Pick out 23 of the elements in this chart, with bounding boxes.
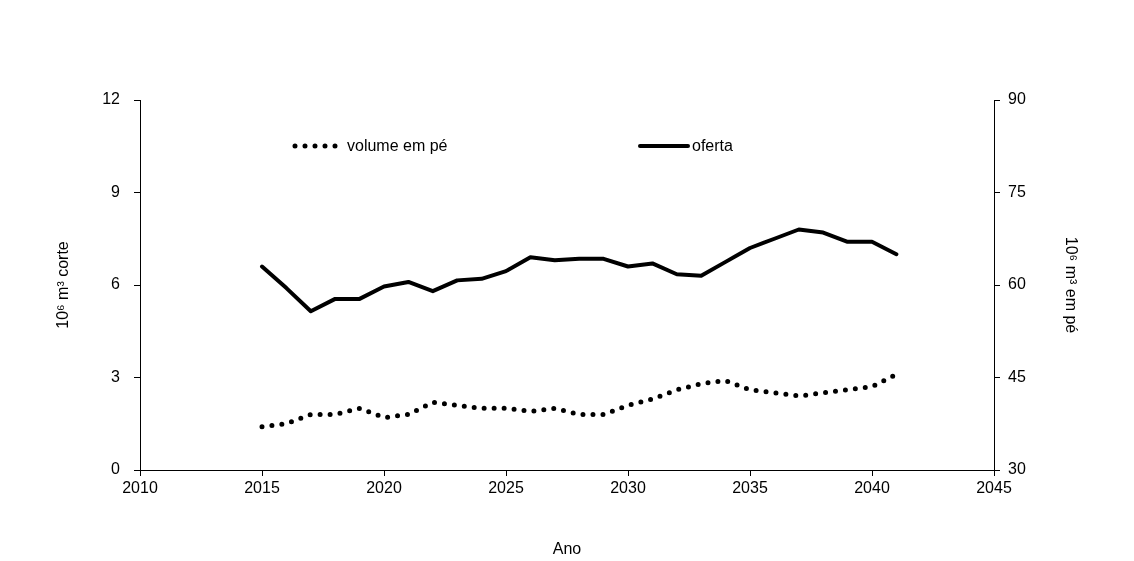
y-tick-label: 12 bbox=[102, 90, 121, 108]
y2-tick-label: 60 bbox=[1008, 275, 1026, 293]
y-tick-label: 9 bbox=[111, 182, 121, 200]
y-axis-title: 10⁶ m³ corte bbox=[54, 241, 72, 329]
x-axis-title: Ano bbox=[552, 539, 582, 557]
x-tick-label: 2015 bbox=[244, 479, 280, 497]
y2-tick-label: 45 bbox=[1008, 367, 1026, 385]
y-tick-label: 3 bbox=[111, 367, 121, 385]
legend-label: oferta bbox=[692, 137, 734, 155]
x-tick-label: 2020 bbox=[366, 479, 402, 497]
y2-tick-label: 75 bbox=[1008, 182, 1026, 200]
y-tick-label: 6 bbox=[111, 275, 121, 293]
x-tick-label: 2040 bbox=[854, 479, 890, 497]
x-tick-label: 2010 bbox=[122, 479, 158, 497]
y2-tick-label: 90 bbox=[1008, 90, 1026, 108]
y2-tick-label: 30 bbox=[1008, 460, 1026, 478]
y-tick-label: 0 bbox=[111, 460, 121, 478]
y2-axis-title: 10⁶ m³ em pé bbox=[1062, 236, 1080, 334]
x-tick-label: 2045 bbox=[976, 479, 1012, 497]
x-tick-label: 2030 bbox=[610, 479, 646, 497]
x-tick-label: 2025 bbox=[488, 479, 524, 497]
x-tick-label: 2035 bbox=[732, 479, 768, 497]
legend-label: volume em pé bbox=[347, 137, 448, 155]
